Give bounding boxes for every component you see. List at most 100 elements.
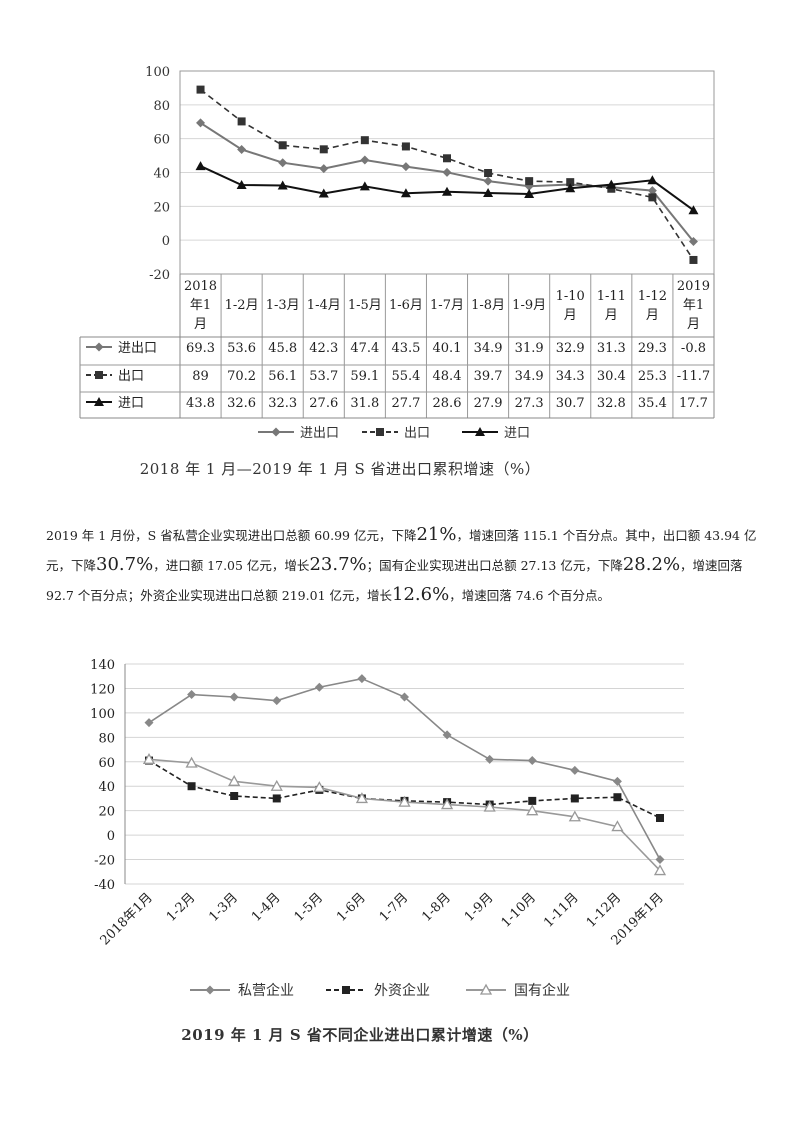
data-point: [142, 752, 156, 764]
y-tick-label: -40: [94, 878, 115, 893]
data-point: [272, 794, 281, 803]
data-point: [689, 255, 698, 264]
data-point: [612, 776, 622, 786]
table-value: 32.8: [597, 396, 626, 411]
y-tick-label: -20: [149, 268, 170, 283]
data-point: [360, 136, 369, 145]
data-point: [526, 804, 539, 816]
legend-label: 私营企业: [238, 982, 294, 999]
data-point: [611, 820, 624, 832]
para-text-5: ，增速回落 92.7 个百分点；外资企业实现进出口总额 219.01 亿元，增长: [46, 558, 743, 603]
legend-label: 进口: [504, 426, 530, 441]
table-value: 43.8: [186, 396, 215, 411]
data-point: [485, 754, 495, 764]
data-point: [314, 682, 324, 692]
data-point: [570, 765, 580, 775]
y-tick-label: 40: [153, 167, 170, 182]
table-value: 48.4: [433, 369, 462, 384]
chart-1-caption: 2018 年 1 月—2019 年 1 月 S 省进出口累积增速（%）: [139, 460, 541, 478]
x-category-label: 1-9月: [462, 890, 497, 925]
data-point: [570, 794, 579, 803]
x-category-label: 1-2月: [164, 890, 199, 925]
legend-label: 进出口: [300, 426, 339, 441]
data-point: [442, 167, 452, 177]
data-point: [236, 180, 247, 190]
data-point: [688, 205, 699, 215]
data-point: [401, 162, 411, 172]
table-value: 27.3: [515, 396, 544, 411]
x-category-label: 1-9月: [512, 298, 546, 313]
data-point: [278, 141, 287, 150]
x-category-label: 1-2月: [225, 298, 259, 313]
table-value: 17.7: [679, 396, 708, 411]
data-point: [442, 186, 452, 196]
summary-paragraph: 2019 年 1 月份，S 省私营企业实现进出口总额 60.99 亿元，下降21…: [46, 520, 766, 610]
data-point: [647, 175, 658, 185]
data-point: [524, 188, 535, 198]
legend-marker-0: [205, 985, 215, 995]
y-tick-label: 20: [153, 200, 170, 215]
x-category-label: 1-6月: [334, 890, 369, 925]
data-point: [187, 690, 197, 700]
data-point: [196, 118, 206, 128]
data-point: [187, 782, 196, 791]
legend-marker-1: [95, 371, 103, 379]
table-value: 32.3: [268, 396, 297, 411]
data-point: [359, 181, 370, 191]
data-point: [398, 795, 411, 807]
data-point: [318, 188, 329, 198]
table-value: 27.9: [474, 396, 503, 411]
x-category-label: 1-10月: [499, 890, 539, 930]
data-point: [228, 774, 241, 786]
y-tick-label: 0: [162, 234, 170, 249]
data-point: [185, 756, 198, 768]
para-text-2: ，增速回落 115.1 个百分点。其中，出口额 43.94 亿元，下降: [46, 528, 757, 573]
data-point: [229, 692, 239, 702]
data-point: [440, 798, 454, 810]
table-value: 34.9: [474, 341, 503, 356]
data-point: [278, 158, 288, 168]
data-point: [647, 186, 657, 196]
data-point: [196, 85, 205, 94]
data-point: [355, 792, 369, 804]
para-value-2: 30.7%: [96, 554, 154, 575]
x-category-label: 1-12月: [584, 890, 624, 930]
legend-marker-2: [479, 983, 493, 995]
data-point: [566, 178, 575, 187]
data-point: [565, 183, 576, 193]
table-value: 56.1: [268, 369, 297, 384]
table-value: 69.3: [186, 341, 215, 356]
y-tick-label: 40: [98, 780, 115, 795]
y-tick-label: 120: [90, 682, 115, 697]
data-point: [656, 814, 664, 822]
x-category-label: 2018年1月: [98, 890, 156, 948]
data-point: [648, 193, 657, 202]
data-point: [653, 864, 667, 876]
legend-marker-1: [376, 428, 384, 436]
data-point: [483, 187, 494, 197]
x-category-label: 1-3月: [266, 298, 300, 313]
table-value: 32.9: [556, 341, 585, 356]
table-value: 35.4: [638, 396, 667, 411]
table-value: 31.3: [597, 341, 626, 356]
y-tick-label: 0: [107, 829, 115, 844]
para-value-5: 12.6%: [392, 584, 450, 605]
para-value-3: 23.7%: [309, 554, 367, 575]
y-tick-label: 140: [90, 658, 115, 673]
x-category-label: 1-7月: [430, 298, 464, 313]
data-point: [527, 756, 537, 766]
data-point: [613, 793, 622, 802]
data-point: [237, 144, 247, 154]
table-value: 43.5: [391, 341, 420, 356]
y-tick-label: 60: [153, 133, 170, 148]
data-point: [606, 179, 617, 189]
plot-frame: [179, 70, 715, 275]
data-point: [360, 155, 370, 165]
data-point: [568, 810, 581, 822]
table-value: 32.6: [227, 396, 256, 411]
series-line-私营企业: [148, 677, 661, 860]
